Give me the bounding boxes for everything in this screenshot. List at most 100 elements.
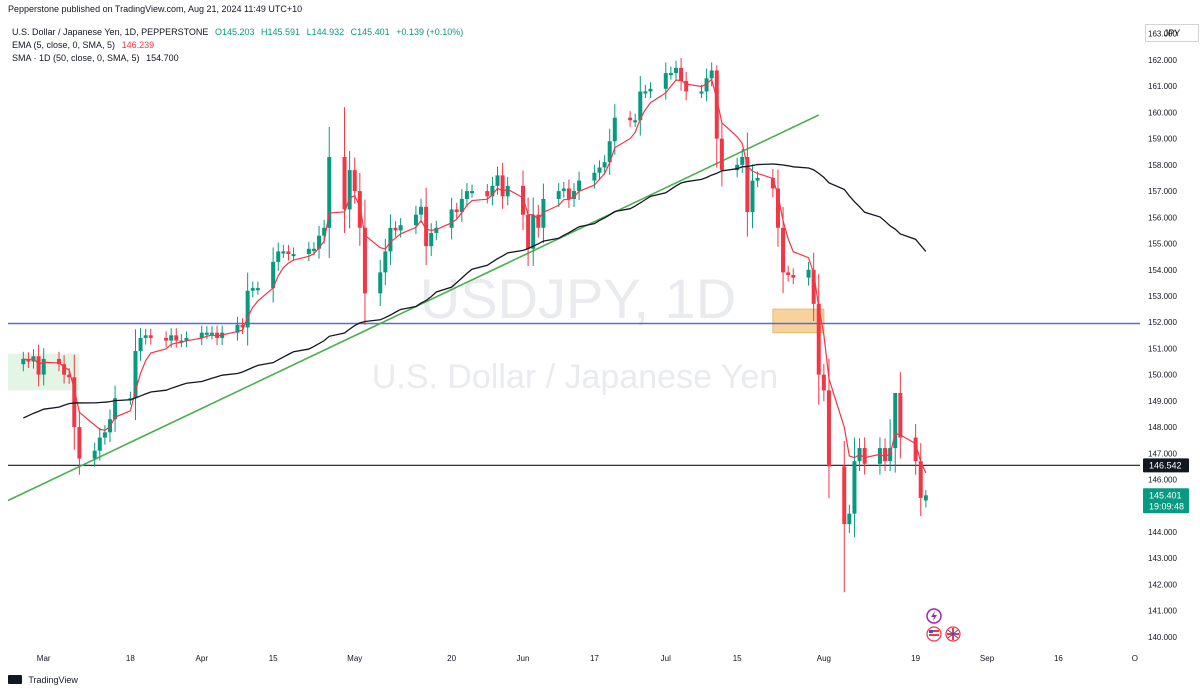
candle: [77, 410, 82, 475]
candle-body: [184, 337, 189, 341]
watermark-symbol: USDJPY, 1D: [420, 267, 736, 330]
candle-body: [164, 337, 169, 341]
price-tick-label: 156.000: [1148, 213, 1177, 222]
candle-body: [21, 358, 26, 365]
candle: [505, 176, 510, 206]
candle-body: [597, 167, 602, 173]
candle-body: [791, 274, 796, 278]
candle: [148, 328, 153, 345]
time-axis[interactable]: Mar 18 Apr 15 May 20 Jun 17 Jul 15 Aug 19 Sep 16 O: [37, 654, 1138, 663]
sma-line[interactable]: [23, 163, 927, 419]
candle-body: [240, 324, 245, 328]
price-tick-label: 159.000: [1148, 135, 1177, 144]
price-tick-label: 160.000: [1148, 108, 1177, 117]
candle: [490, 176, 495, 206]
candles: [21, 57, 928, 593]
resistance-zone[interactable]: [772, 308, 825, 334]
tradingview-footer[interactable]: TradingView: [8, 675, 78, 685]
candle: [434, 220, 439, 241]
price-tick-label: 163.000: [1148, 30, 1177, 39]
candle-body: [913, 437, 918, 462]
time-tick-label: Apr: [196, 654, 209, 663]
candle-body: [735, 164, 740, 171]
candle-body: [434, 227, 439, 234]
candle: [612, 104, 617, 155]
candle-body: [918, 461, 923, 498]
price-tick-label: 143.000: [1148, 554, 1177, 563]
candle: [607, 128, 612, 175]
price-axis[interactable]: 163.000 162.000 161.000 160.000 159.000 158.0…: [1148, 30, 1177, 642]
candle-body: [719, 138, 724, 171]
candle-body: [352, 170, 357, 192]
candle: [816, 273, 821, 405]
candle-body: [179, 340, 184, 343]
tradingview-brand: TradingView: [28, 675, 78, 685]
candle-body: [271, 261, 276, 289]
candle: [250, 281, 255, 298]
ohlc-open: O145.203: [214, 27, 255, 37]
candle: [531, 197, 536, 266]
legend-sma-row[interactable]: SMA · 1D (50, close, 0, SMA, 5) 154.700: [12, 52, 463, 65]
flag-us-icon[interactable]: [926, 626, 942, 642]
svg-text:146.542: 146.542: [1149, 460, 1182, 470]
candle: [235, 316, 240, 341]
candle: [541, 183, 546, 244]
candle-body: [169, 335, 174, 341]
candle: [495, 166, 500, 195]
candle-body: [592, 172, 597, 181]
candle: [913, 424, 918, 475]
candle: [113, 385, 118, 432]
candle-body: [138, 337, 143, 352]
watermark-name: U.S. Dollar / Japanese Yen: [372, 358, 778, 396]
candle-body: [638, 91, 643, 121]
candle: [424, 187, 429, 266]
candle-body: [174, 335, 179, 341]
candle-body: [250, 288, 255, 291]
candle: [291, 247, 296, 261]
candle-body: [888, 448, 893, 462]
candle: [41, 348, 46, 386]
candle-body: [811, 269, 816, 304]
candle-body: [459, 198, 464, 213]
candle: [347, 151, 352, 229]
candle-body: [362, 227, 367, 294]
candle: [36, 344, 41, 387]
time-tick-label: May: [347, 654, 362, 663]
candle-body: [419, 206, 424, 215]
price-tick-label: 144.000: [1148, 528, 1177, 537]
candle-body: [704, 78, 709, 92]
price-tick-label: 155.000: [1148, 240, 1177, 249]
candle: [755, 171, 760, 188]
ohlc-change: +0.139 (+0.10%): [396, 27, 464, 37]
candle-body: [388, 227, 393, 252]
time-tick-label: 17: [590, 654, 599, 663]
candle-body: [786, 272, 791, 275]
candle-body: [413, 214, 418, 226]
ema-line[interactable]: [23, 78, 927, 474]
candle: [133, 329, 138, 421]
candle-body: [898, 393, 903, 438]
candle: [709, 62, 714, 87]
instrument-name[interactable]: U.S. Dollar / Japanese Yen, 1D, PEPPERST…: [12, 27, 209, 37]
trendline[interactable]: [7, 114, 820, 502]
candle-body: [306, 248, 311, 255]
candle: [454, 202, 459, 219]
candle-body: [317, 235, 322, 249]
publisher-text: Pepperstone published on TradingView.com…: [8, 4, 303, 14]
candle-body: [561, 188, 566, 192]
ema-value: 146.239: [121, 40, 155, 50]
candle-body: [204, 332, 209, 335]
axis-currency-button[interactable]: JPY: [1145, 24, 1199, 42]
price-tick-label: 148.000: [1148, 423, 1177, 432]
flag-uk-icon[interactable]: [945, 626, 961, 642]
candle-body: [531, 214, 536, 249]
candle-body: [775, 188, 780, 228]
candle-body: [826, 390, 831, 467]
candle: [164, 331, 169, 348]
candle-body: [699, 91, 704, 94]
legend-ema-row[interactable]: EMA (5, close, 0, SMA, 5) 146.239: [12, 39, 463, 52]
candle-body: [41, 358, 46, 375]
price-tick-label: 153.000: [1148, 292, 1177, 301]
economic-event-icon[interactable]: [926, 608, 942, 624]
